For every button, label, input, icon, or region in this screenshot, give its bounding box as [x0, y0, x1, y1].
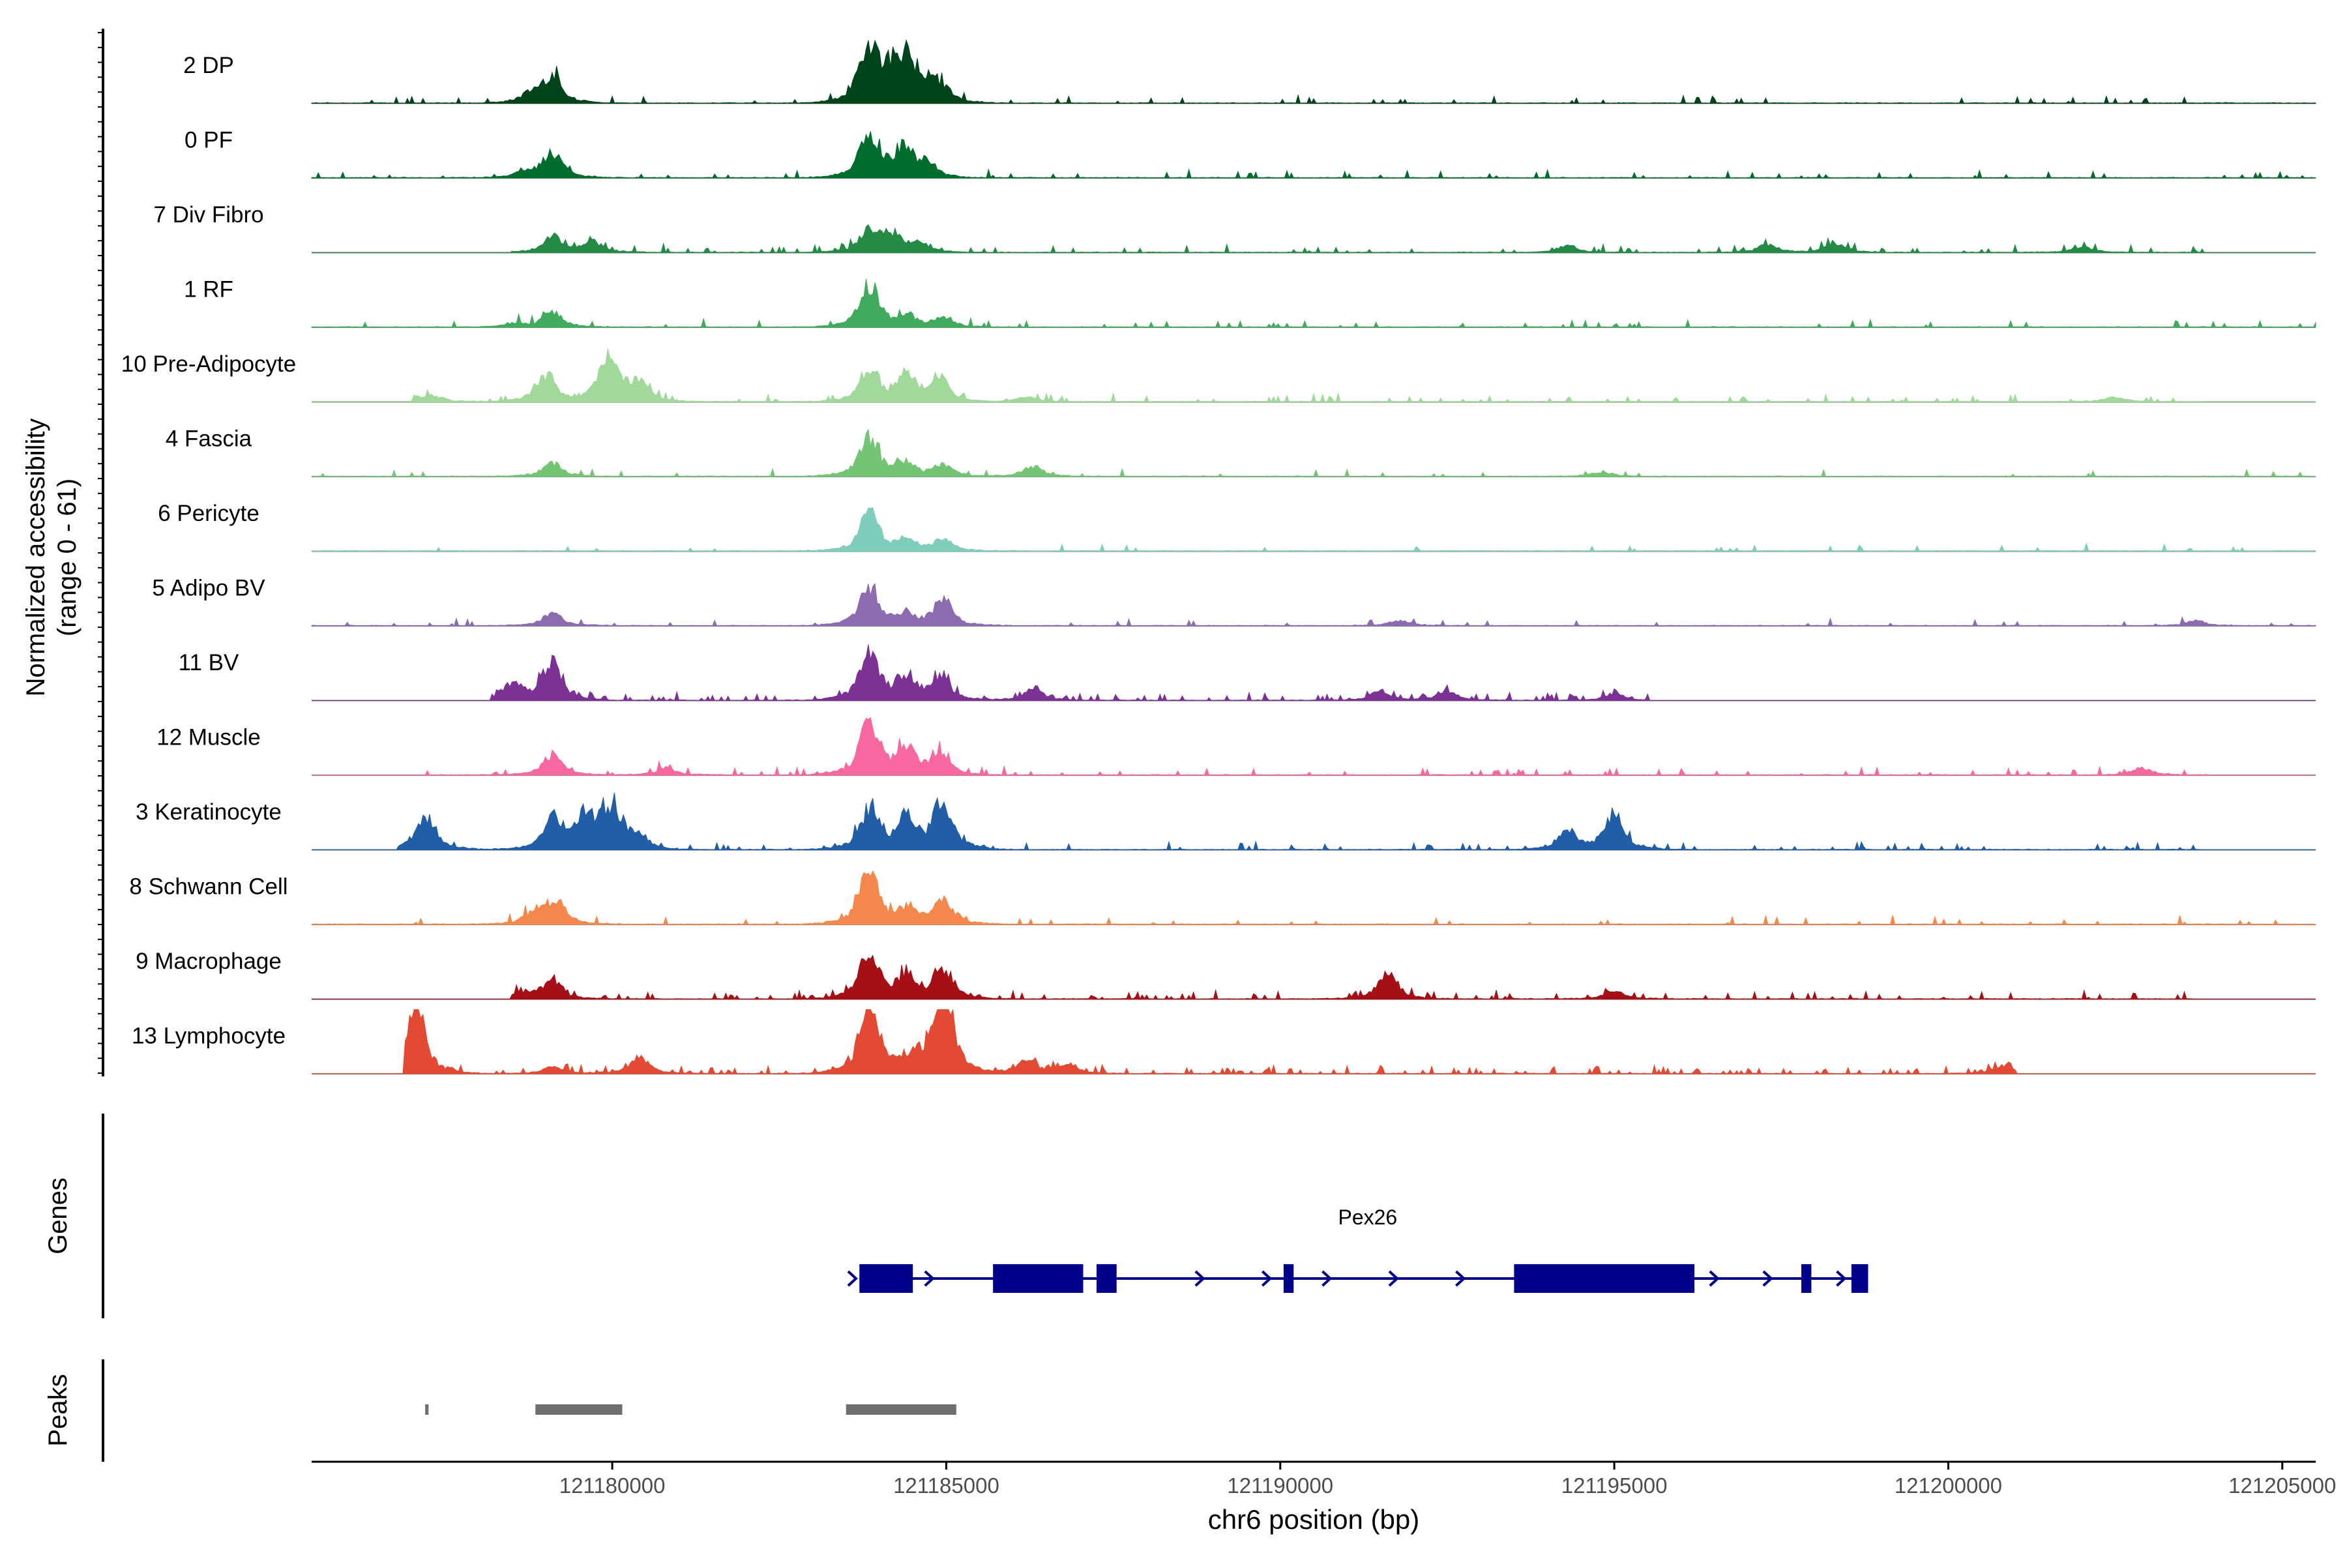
coverage-area — [312, 954, 2316, 1000]
coverage-area — [312, 717, 2316, 776]
track-label: 5 Adipo BV — [152, 576, 265, 601]
gene-track: Pex26 — [847, 1206, 1868, 1293]
genes-label: Genes — [44, 1177, 72, 1254]
exon-block — [993, 1264, 1084, 1293]
strand-arrow — [924, 1270, 935, 1287]
coverage-y-axis — [98, 29, 104, 1076]
coverage-area — [312, 1009, 2316, 1074]
coverage-area — [311, 131, 2316, 179]
coverage-area — [311, 278, 2316, 328]
coverage-area — [311, 39, 2316, 104]
coverage-area — [312, 224, 2316, 254]
strand-arrow — [1321, 1270, 1333, 1287]
coverage-track: 13 Lymphocyte — [132, 1009, 2316, 1075]
coverage-area — [312, 644, 2316, 702]
x-tick-label: 121180000 — [559, 1473, 666, 1498]
exon-block — [1096, 1264, 1117, 1293]
x-tick-label: 121205000 — [2228, 1473, 2336, 1498]
x-tick-label: 121185000 — [893, 1473, 999, 1498]
coverage-area — [311, 870, 2316, 925]
track-label: 9 Macrophage — [136, 949, 282, 974]
track-label: 4 Fascia — [166, 426, 252, 452]
strand-arrow — [847, 1270, 858, 1287]
coverage-track: 7 Div Fibro — [153, 202, 2316, 254]
track-label: 8 Schwann Cell — [129, 874, 288, 900]
coverage-track: 2 DP — [183, 39, 2316, 104]
coverage-track: 8 Schwann Cell — [129, 870, 2316, 926]
exon-block — [1283, 1264, 1294, 1293]
track-label: 3 Keratinocyte — [136, 799, 282, 825]
strand-arrow — [1388, 1270, 1399, 1287]
coverage-track: 9 Macrophage — [136, 949, 2316, 1000]
strand-arrow — [1194, 1270, 1205, 1287]
coverage-area — [311, 507, 2316, 552]
track-label: 13 Lymphocyte — [132, 1024, 286, 1049]
peaks-track — [425, 1404, 956, 1415]
coverage-track: 6 Pericyte — [158, 501, 2316, 552]
track-label: 0 PF — [185, 128, 233, 153]
gene-name: Pex26 — [1338, 1206, 1397, 1229]
x-axis: 121180000 121185000 121190000 121195000 1212… — [312, 1460, 2336, 1498]
strand-arrow — [1709, 1270, 1720, 1287]
strand-arrow — [1762, 1270, 1773, 1287]
coverage-track: 4 Fascia — [166, 426, 2316, 478]
coverage-area — [312, 792, 2316, 851]
coverage-tracks: 2 DP 0 PF 7 Div Fibro 1 RF 10 Pre-Adipocyte 4… — [121, 39, 2316, 1075]
coverage-area — [311, 583, 2316, 627]
track-label: 11 BV — [179, 650, 239, 675]
track-label: 7 Div Fibro — [153, 202, 263, 228]
coverage-track: 3 Keratinocyte — [136, 792, 2316, 851]
x-tick-label: 121195000 — [1561, 1473, 1668, 1498]
strand-arrow — [1455, 1270, 1466, 1287]
peak-region — [846, 1404, 956, 1415]
coverage-area — [312, 348, 2316, 403]
exon-block — [859, 1264, 913, 1293]
track-label: 2 DP — [183, 53, 234, 78]
peaks-label: Peaks — [44, 1374, 72, 1446]
track-label: 1 RF — [184, 277, 233, 303]
coverage-range-label: (range 0 - 61) — [53, 479, 81, 636]
x-tick-label: 121190000 — [1227, 1473, 1333, 1498]
coverage-track: 1 RF — [184, 277, 2316, 329]
peak-region — [535, 1404, 623, 1415]
exon-block — [1851, 1264, 1868, 1293]
track-label: 12 Muscle — [156, 725, 261, 750]
peak-region — [425, 1404, 429, 1415]
exon-block — [1514, 1264, 1695, 1293]
coverage-track: 10 Pre-Adipocyte — [121, 348, 2316, 403]
coverage-area — [311, 428, 2316, 477]
coverage-track: 12 Muscle — [156, 717, 2316, 777]
x-axis-label: chr6 position (bp) — [1208, 1504, 1420, 1535]
exon-block — [1801, 1264, 1812, 1293]
coverage-track: 0 PF — [185, 128, 2316, 179]
strand-arrow — [1836, 1270, 1847, 1287]
x-tick-label: 121200000 — [1895, 1473, 2002, 1498]
coverage-ylabel: Normalized accessibility — [22, 419, 50, 697]
track-label: 6 Pericyte — [158, 501, 259, 526]
coverage-track: 11 BV — [179, 644, 2316, 702]
coverage-track: 5 Adipo BV — [152, 576, 2316, 627]
strand-arrow — [1261, 1270, 1273, 1287]
track-label: 10 Pre-Adipocyte — [121, 351, 296, 377]
